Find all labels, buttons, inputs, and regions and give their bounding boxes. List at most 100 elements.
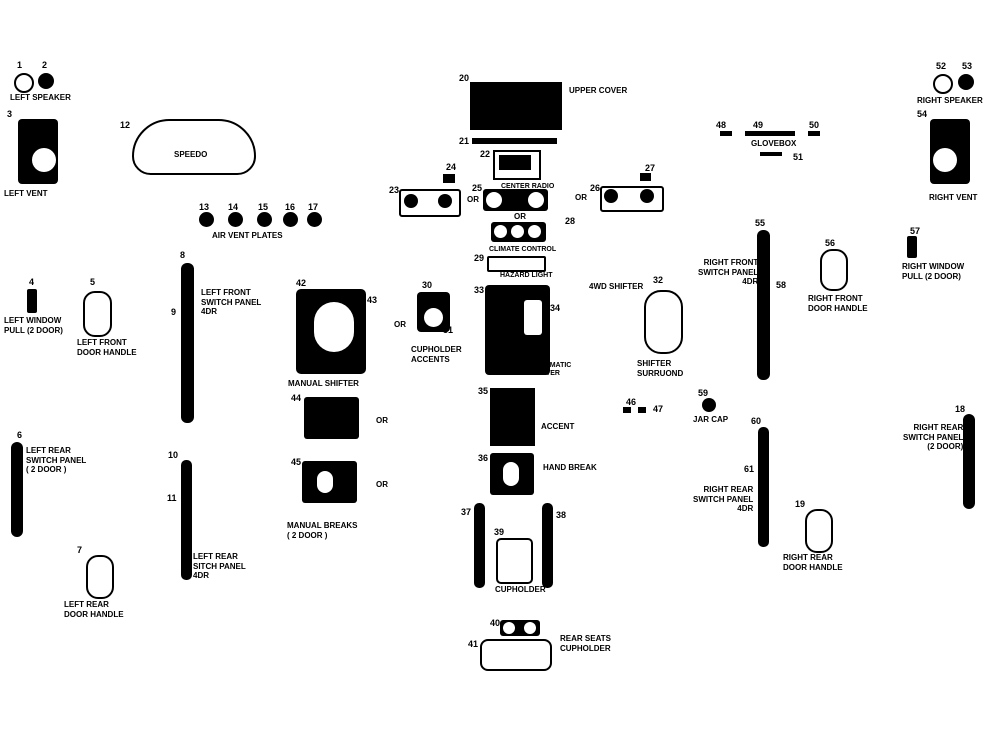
lbl-left-speaker: LEFT SPEAKER: [10, 93, 71, 103]
num-56: 56: [825, 238, 835, 248]
lr-switch-2dr: [11, 442, 23, 537]
num-61: 61: [744, 464, 754, 474]
num-54: 54: [917, 109, 927, 119]
num-52: 52: [936, 61, 946, 71]
rr-switch-2dr: [963, 414, 975, 509]
num-38: 38: [556, 510, 566, 520]
num-48: 48: [716, 120, 726, 130]
shifter-surround: [644, 290, 683, 354]
lr-switch-4dr: [181, 460, 192, 580]
lbl-air-vent: AIR VENT PLATES: [212, 231, 283, 241]
num-58: 58: [776, 280, 786, 290]
vent-plate: [257, 212, 272, 227]
knob-w: [511, 225, 524, 238]
rf-door-handle: [820, 249, 848, 291]
lbl-or5: OR: [376, 416, 388, 426]
lbl-accent: ACCENT: [541, 422, 574, 432]
lbl-cup-accent: CUPHOLDER ACCENTS: [411, 345, 462, 364]
lf-door-handle: [83, 291, 112, 337]
r-speaker-cap: [958, 74, 974, 90]
vent-plate: [199, 212, 214, 227]
num-25: 25: [472, 183, 482, 193]
num-2: 2: [42, 60, 47, 70]
knob-w: [528, 192, 544, 208]
num-42: 42: [296, 278, 306, 288]
left-window-pull: [27, 289, 37, 313]
lbl-left-vent: LEFT VENT: [4, 189, 48, 199]
hb-slot: [503, 462, 519, 486]
knob: [438, 194, 452, 208]
num-15: 15: [258, 202, 268, 212]
knob: [404, 194, 418, 208]
num-55: 55: [755, 218, 765, 228]
part-24: [443, 174, 455, 183]
lbl-rr-door: RIGHT REAR DOOR HANDLE: [783, 553, 843, 572]
r-window-pull: [907, 236, 917, 258]
glovebox-l: [720, 131, 732, 136]
rear-cup-frame: [480, 639, 552, 671]
lbl-jar-cap: JAR CAP: [693, 415, 728, 425]
num-47: 47: [653, 404, 663, 414]
num-13: 13: [199, 202, 209, 212]
rear-cup-h: [503, 622, 515, 634]
lr-door-handle: [86, 555, 114, 599]
cup-hole: [424, 308, 443, 327]
num-43: 43: [367, 295, 377, 305]
lbl-or4: OR: [394, 320, 406, 330]
lbl-hand-break: HAND BREAK: [543, 463, 597, 473]
num-12: 12: [120, 120, 130, 130]
lbl-speedo: SPEEDO: [174, 150, 207, 160]
num-20: 20: [459, 73, 469, 83]
cupholder-c: [496, 538, 533, 584]
lbl-rf-switch: RIGHT FRONT SWITCH PANEL 4DR: [698, 258, 758, 287]
num-50: 50: [809, 120, 819, 130]
num-29: 29: [474, 253, 484, 263]
lbl-lr-switch: LEFT REAR SWITCH PANEL ( 2 DOOR ): [26, 446, 86, 475]
lbl-r-speaker: RIGHT SPEAKER: [917, 96, 983, 106]
num-40: 40: [490, 618, 500, 628]
num-14: 14: [228, 202, 238, 212]
glovebox-m: [745, 131, 795, 136]
num-35: 35: [478, 386, 488, 396]
rr-switch-4dr: [758, 427, 769, 547]
num-5: 5: [90, 277, 95, 287]
vent-plate: [307, 212, 322, 227]
num-31: 31: [443, 325, 453, 335]
part-46: [623, 407, 631, 413]
knob-w: [494, 225, 507, 238]
upper-cover: [470, 82, 562, 130]
rr-door-handle: [805, 509, 833, 553]
num-4: 4: [29, 277, 34, 287]
accent: [490, 388, 535, 446]
lbl-left-window-pull: LEFT WINDOW PULL (2 DOOR): [4, 316, 63, 335]
auto-shift-slot: [524, 300, 542, 335]
glovebox-btm: [760, 152, 782, 156]
speaker-cap: [38, 73, 54, 89]
num-28: 28: [565, 216, 575, 226]
knob: [604, 189, 618, 203]
lbl-or6: OR: [376, 480, 388, 490]
num-45: 45: [291, 457, 301, 467]
lbl-auto-shift: AUTOMATIC SHIFTER: [530, 362, 571, 379]
part-27: [640, 173, 651, 181]
num-17: 17: [308, 202, 318, 212]
num-41: 41: [468, 639, 478, 649]
num-57: 57: [910, 226, 920, 236]
jar-cap: [702, 398, 716, 412]
lbl-rf-door: RIGHT FRONT DOOR HANDLE: [808, 294, 868, 313]
lbl-manual-shift: MANUAL SHIFTER: [288, 379, 359, 389]
part-44: [304, 397, 359, 439]
part-47: [638, 407, 646, 413]
num-7: 7: [77, 545, 82, 555]
num-30: 30: [422, 280, 432, 290]
cupholder-r: [542, 503, 553, 588]
num-16: 16: [285, 202, 295, 212]
vent-plate: [228, 212, 243, 227]
lbl-or2: OR: [575, 193, 587, 203]
glovebox-r: [808, 131, 820, 136]
num-10: 10: [168, 450, 178, 460]
mb-slot: [317, 471, 333, 493]
lbl-4wd: 4WD SHIFTER: [589, 282, 643, 292]
num-9: 9: [171, 307, 176, 317]
num-3: 3: [7, 109, 12, 119]
